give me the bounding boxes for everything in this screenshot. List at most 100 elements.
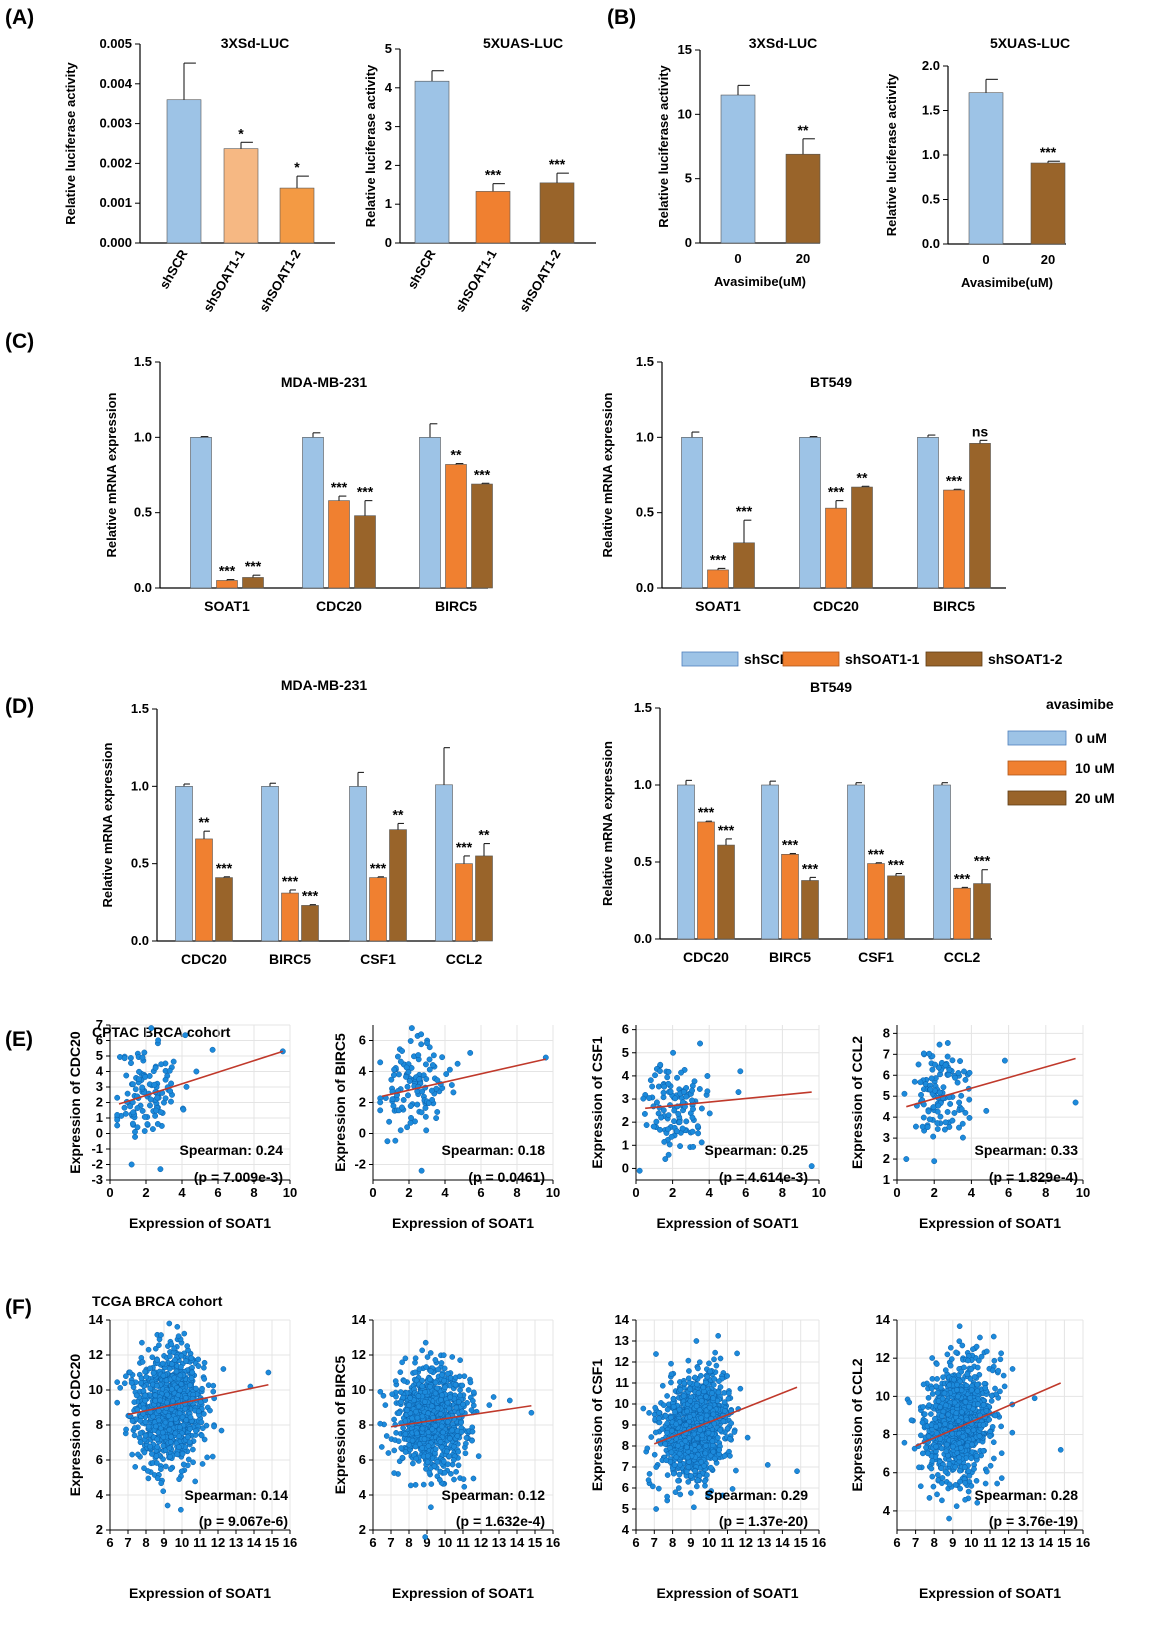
E3-point xyxy=(661,1083,668,1090)
F1-point xyxy=(211,1423,217,1430)
F3-point xyxy=(692,1374,698,1381)
F3-ytick-label: 12 xyxy=(615,1354,629,1369)
F1-xtick-label: 13 xyxy=(229,1535,243,1550)
B2-0-bar xyxy=(968,92,1004,245)
E3-point xyxy=(690,1106,696,1113)
F2-spearman: Spearman: 0.12 xyxy=(442,1487,546,1503)
F3-point xyxy=(703,1379,709,1386)
F4-point xyxy=(980,1402,987,1408)
F2-point xyxy=(413,1430,420,1437)
F3-point xyxy=(728,1420,735,1427)
legend-label-20um: 20 uM xyxy=(1075,790,1115,806)
C2-2-2-bar xyxy=(969,443,991,589)
F3-point xyxy=(692,1468,698,1474)
F3-point xyxy=(721,1408,728,1414)
F3-point xyxy=(686,1368,692,1374)
F3-xlabel: Expression of SOAT1 xyxy=(656,1585,798,1601)
E3-point xyxy=(697,1040,703,1047)
E3-ytick-label: 5 xyxy=(622,1045,629,1060)
D2-ytick-label: 0.5 xyxy=(634,854,652,869)
F2-point xyxy=(460,1476,467,1482)
F2-point xyxy=(402,1449,409,1455)
F3-point xyxy=(653,1464,660,1470)
E1-xtick-label: 8 xyxy=(250,1185,257,1200)
F4-point xyxy=(929,1375,936,1382)
E1-point xyxy=(124,1090,131,1097)
D2-3-1-significance: *** xyxy=(954,870,971,886)
D1-0-2-bar xyxy=(215,877,233,942)
F2-xtick-label: 11 xyxy=(456,1535,470,1550)
F2-point xyxy=(389,1391,396,1398)
C2-1-2-significance: ** xyxy=(857,469,868,485)
F1-point xyxy=(159,1429,166,1436)
D2-0-2-bar xyxy=(717,844,735,940)
F2-point xyxy=(427,1368,434,1375)
A1-title: 3XSd-LUC xyxy=(221,35,289,51)
F1-xtick-label: 7 xyxy=(124,1535,131,1550)
F1-xtick-label: 6 xyxy=(106,1535,113,1550)
F4-point xyxy=(991,1357,998,1364)
D2-1-1-significance: *** xyxy=(782,837,799,853)
F3-xtick-label: 10 xyxy=(702,1535,716,1550)
F2-xlabel: Expression of SOAT1 xyxy=(392,1585,534,1601)
E2-ytick-label: -2 xyxy=(354,1157,366,1172)
A1-xtick-label: shSOAT1-1 xyxy=(200,247,248,314)
F1-point xyxy=(166,1320,173,1327)
F3-pvalue: (p = 1.37e-20) xyxy=(719,1513,808,1529)
F1-point xyxy=(184,1343,191,1349)
F3-point xyxy=(675,1442,681,1449)
F1-point xyxy=(187,1382,193,1389)
F3-point xyxy=(686,1413,693,1420)
E4-ytick-label: 7 xyxy=(883,1046,890,1061)
F2-point xyxy=(429,1426,436,1433)
D1-1-2-bar xyxy=(301,905,319,942)
panel-label-a: (A) xyxy=(5,6,34,29)
D1-1-0-bar xyxy=(261,786,279,942)
F3-point xyxy=(702,1450,709,1457)
F2-ytick-label: 12 xyxy=(352,1347,366,1362)
F2-point xyxy=(409,1437,416,1444)
E4-point xyxy=(949,1117,956,1124)
E1-ytick-label: 6 xyxy=(96,1033,103,1048)
F2-point xyxy=(453,1404,460,1411)
E1-ytick-label: -2 xyxy=(91,1157,103,1172)
E1-point xyxy=(158,1061,165,1068)
F1-point xyxy=(150,1413,156,1420)
B1-0-bar xyxy=(720,94,756,244)
F1-point xyxy=(209,1453,216,1460)
F3-point xyxy=(664,1393,670,1399)
F1-point xyxy=(121,1380,128,1387)
E3-point xyxy=(665,1112,672,1119)
F3-point xyxy=(675,1477,681,1484)
F3-point xyxy=(706,1360,712,1367)
E4-point xyxy=(955,1070,962,1076)
E3-xtick-label: 8 xyxy=(779,1185,786,1200)
E1-point xyxy=(114,1094,121,1101)
E1-point xyxy=(139,1054,146,1061)
F2-point xyxy=(467,1379,474,1386)
F2-point xyxy=(457,1392,464,1399)
C1-2-1-bar xyxy=(445,464,467,589)
F3-point xyxy=(652,1429,659,1436)
E4-fit-line xyxy=(906,1057,1076,1108)
F4-point xyxy=(953,1349,959,1356)
F2-xtick-label: 13 xyxy=(492,1535,506,1550)
E4-point xyxy=(934,1108,941,1115)
F3-point xyxy=(693,1403,700,1409)
E2-pvalue: (p = 0.0461) xyxy=(468,1169,545,1185)
F1-point xyxy=(183,1417,190,1423)
E1-ytick-label: 1 xyxy=(96,1110,103,1125)
E4-ytick-label: 8 xyxy=(883,1025,890,1040)
C2-ytick-label: 0.0 xyxy=(636,580,654,595)
F2-ytick-label: 8 xyxy=(359,1417,366,1432)
E3-point xyxy=(689,1128,696,1135)
F1-point xyxy=(187,1425,193,1432)
F4-point xyxy=(1000,1372,1007,1379)
F3-point xyxy=(664,1472,671,1478)
F3-point xyxy=(681,1380,688,1387)
E2-point xyxy=(415,1052,422,1059)
E1-point xyxy=(193,1068,200,1075)
A1-0-bar xyxy=(166,99,202,244)
